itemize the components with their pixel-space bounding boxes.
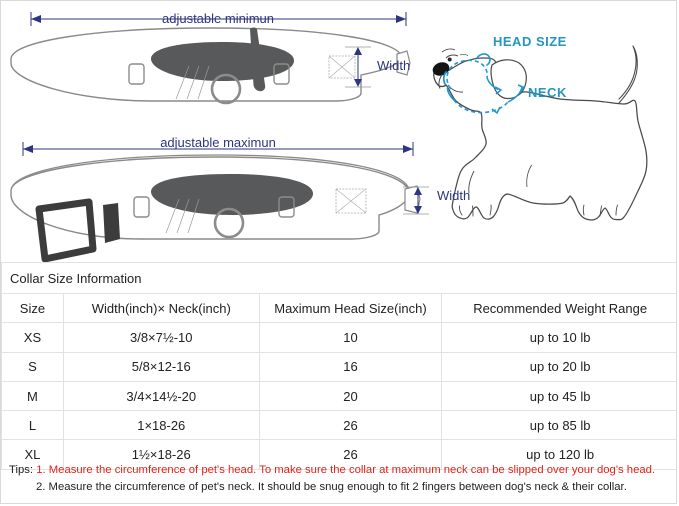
svg-text:HEAD SIZE: HEAD SIZE bbox=[493, 34, 567, 49]
svg-text:adjustable maximun: adjustable maximun bbox=[160, 135, 276, 150]
svg-text:adjustable minimun: adjustable minimun bbox=[162, 11, 274, 26]
svg-text:Width: Width bbox=[437, 188, 470, 203]
svg-text:NECK: NECK bbox=[528, 85, 567, 100]
